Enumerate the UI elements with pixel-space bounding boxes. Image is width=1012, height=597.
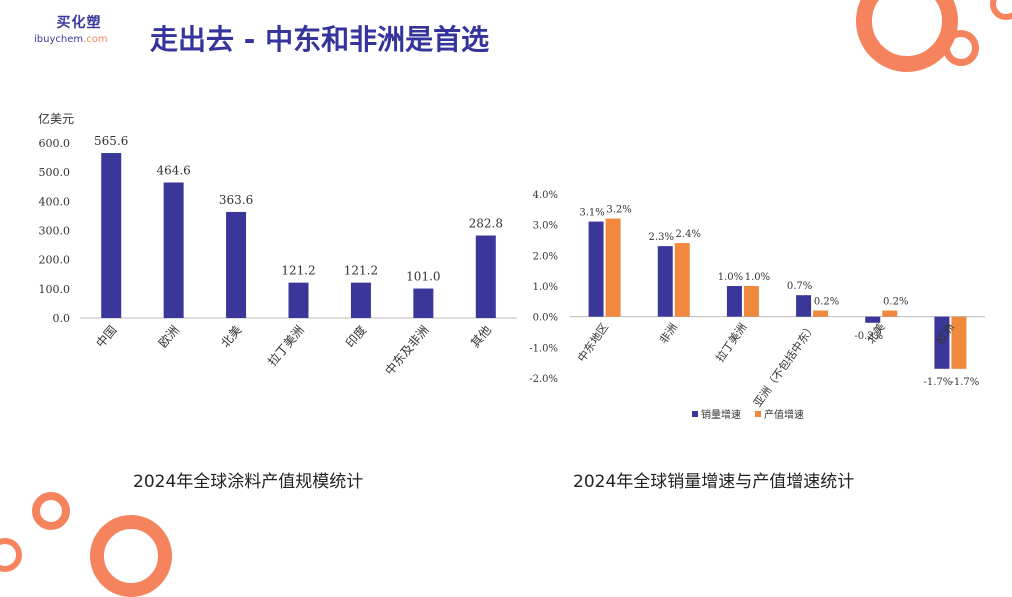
y-tick-label: 500.0: [39, 166, 71, 179]
y-tick-label: 2.0%: [533, 251, 558, 262]
y-tick-label: 400.0: [39, 195, 71, 208]
x-tick-label: 北美: [864, 321, 887, 346]
bar-5: [350, 282, 371, 318]
data-label: 101.0: [406, 270, 440, 284]
bar-6: [413, 288, 434, 318]
legend-label-2: 产值增速: [764, 408, 804, 421]
data-label: 565.6: [94, 134, 128, 148]
chart-coating-output: 亿美元 0.0 100.0 200.0 300.0 400.0 500.0 600.0 565.…: [38, 111, 517, 378]
bar-volume-3: [726, 286, 742, 317]
chart1-caption: 2024年全球涂料产值规模统计: [133, 472, 364, 492]
deco-ring-bottom-corner: [0, 538, 22, 572]
deco-ring-bottom-left: [32, 492, 70, 530]
data-label: 2.4%: [676, 229, 701, 240]
deco-ring-small-right: [943, 30, 979, 66]
data-label: -0.2%: [854, 331, 883, 342]
x-tick-label: 拉丁美洲: [264, 322, 306, 368]
x-tick-label: 非洲: [657, 321, 680, 346]
bar-volume-2: [657, 246, 673, 317]
data-label: 121.2: [281, 264, 315, 278]
data-label: 3.1%: [579, 208, 604, 219]
x-tick-label: 中东及非洲: [382, 322, 432, 378]
x-tick-label: 欧洲: [156, 323, 182, 350]
bar-value-3: [743, 286, 759, 317]
bar-value-1: [605, 218, 621, 317]
x-tick-label: 其他: [468, 323, 494, 350]
data-label: 121.2: [344, 264, 378, 278]
bar-3: [226, 211, 247, 318]
data-label: 0.2%: [883, 297, 908, 308]
data-label: 1.0%: [718, 272, 743, 283]
logo-brand-main: ibuychem: [34, 34, 84, 45]
data-label: -1.7%: [951, 377, 980, 388]
y-tick-label: 100.0: [39, 283, 71, 296]
x-tick-label: 中东地区: [575, 321, 611, 364]
y-tick-label: 3.0%: [533, 221, 558, 232]
y-tick-label: -1.0%: [529, 343, 558, 354]
logo-brand-en: ibuychem.com: [34, 34, 124, 45]
y-tick-label: 0.0%: [533, 313, 558, 324]
x-tick-label: 拉丁美洲: [713, 320, 750, 364]
bar-value-5: [882, 310, 898, 317]
bar-2: [163, 182, 184, 318]
logo: 买化塑 ibuychem.com: [34, 12, 124, 45]
y-tick-label: -2.0%: [529, 374, 558, 385]
data-label: 363.6: [219, 193, 253, 207]
bar-value-2: [674, 243, 690, 317]
y-tick-label: 0.0: [53, 312, 71, 325]
page-title: 走出去 - 中东和非洲是首选: [150, 23, 490, 56]
bar-7: [475, 235, 496, 318]
legend-swatch-1: [692, 411, 698, 417]
data-label: 0.2%: [814, 297, 839, 308]
y-tick-label: 600.0: [39, 137, 71, 150]
bar-volume-1: [588, 221, 604, 317]
bar-1: [101, 153, 122, 318]
chart-growth-rates: -2.0% -1.0% 0.0% 1.0% 2.0% 3.0% 4.0% 3.1% 3.2% 中东…: [529, 190, 985, 421]
y-tick-label: 200.0: [39, 254, 71, 267]
data-label: 464.6: [156, 163, 190, 177]
data-label: 1.0%: [745, 272, 770, 283]
x-tick-label: 北美: [218, 323, 244, 350]
bar-volume-4: [796, 295, 812, 317]
bar-value-4: [813, 310, 829, 317]
data-label: 2.3%: [649, 232, 674, 243]
legend-label-1: 销量增速: [701, 408, 741, 421]
chart2-caption: 2024年全球销量增速与产值增速统计: [573, 472, 855, 492]
legend-swatch-2: [755, 411, 761, 417]
logo-brand-suffix: .com: [83, 34, 108, 45]
deco-ring-top-right: [856, 0, 958, 72]
bar-volume-6: [934, 316, 950, 369]
y-tick-label: 4.0%: [533, 190, 558, 201]
y-tick-label: 1.0%: [533, 282, 558, 293]
data-label: -1.7%: [924, 377, 953, 388]
logo-brand-cn: 买化塑: [56, 15, 102, 31]
bar-volume-5: [865, 316, 881, 323]
bar-value-6: [951, 316, 967, 369]
y-tick-label: 300.0: [39, 225, 71, 238]
x-tick-label: 中国: [93, 322, 120, 350]
data-label: 282.8: [469, 217, 503, 231]
x-tick-label: 印度: [342, 322, 369, 350]
y-axis-unit-label: 亿美元: [38, 111, 74, 126]
data-label: 0.7%: [787, 281, 812, 292]
x-tick-label: 亚洲（不包括中东）: [750, 320, 818, 409]
bar-4: [288, 282, 309, 318]
deco-ring-corner-right: [990, 0, 1012, 20]
data-label: 3.2%: [606, 205, 631, 216]
